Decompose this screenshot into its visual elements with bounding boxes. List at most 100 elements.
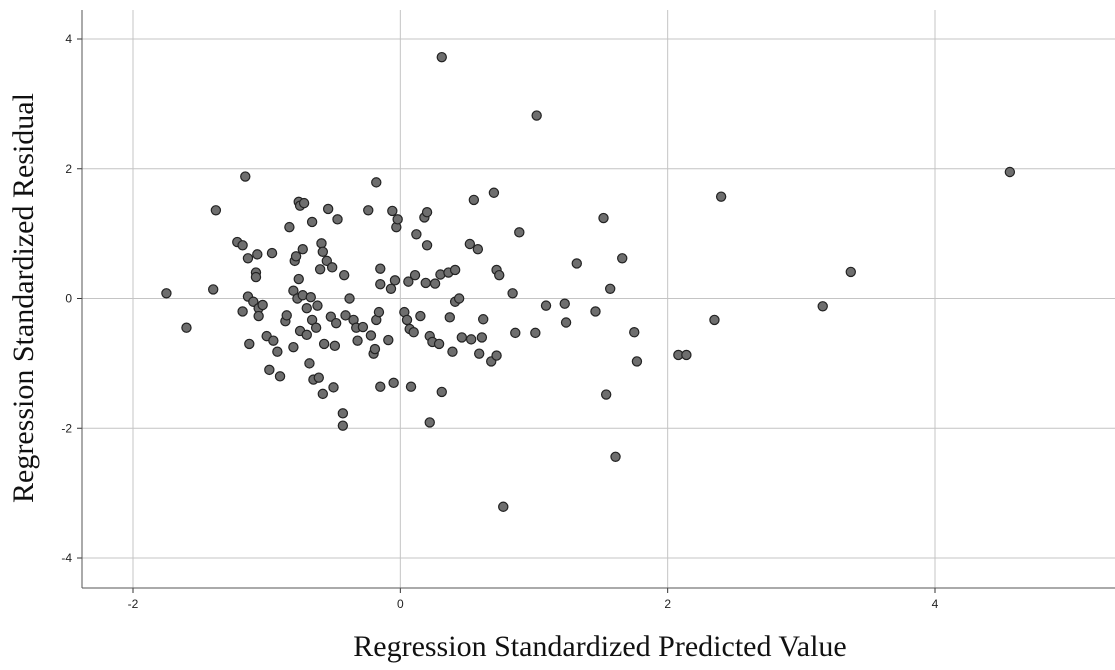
data-point <box>313 372 324 383</box>
data-point <box>297 243 308 255</box>
data-point <box>318 338 330 350</box>
data-point <box>326 262 338 273</box>
y-axis-title: Regression Standardized Residual <box>7 93 40 503</box>
data-point <box>510 327 521 339</box>
data-point <box>453 293 465 304</box>
data-point <box>600 389 612 400</box>
data-point <box>421 207 433 218</box>
data-point <box>598 212 609 224</box>
data-point <box>181 322 192 333</box>
data-point <box>337 420 349 431</box>
data-point <box>210 205 222 216</box>
data-point <box>405 381 417 392</box>
x-tick-label: 4 <box>932 597 939 611</box>
data-point <box>373 306 385 318</box>
gridlines <box>82 10 1115 588</box>
data-point <box>298 197 310 209</box>
data-point <box>305 292 316 303</box>
data-point <box>306 216 318 228</box>
data-point <box>559 298 570 309</box>
data-point <box>709 314 720 326</box>
data-point <box>468 194 480 206</box>
data-point <box>514 227 525 238</box>
data-point <box>494 269 505 281</box>
data-point <box>250 271 262 283</box>
data-point <box>498 501 509 512</box>
data-point <box>329 340 341 352</box>
data-point <box>288 341 299 353</box>
data-point <box>237 240 248 251</box>
data-point <box>715 191 727 202</box>
x-tick-label: 0 <box>397 597 404 611</box>
data-point <box>465 334 477 345</box>
data-point <box>409 269 421 281</box>
data-points <box>161 51 1016 512</box>
data-point <box>491 350 502 361</box>
data-point <box>436 51 447 63</box>
data-point <box>817 301 828 312</box>
data-point <box>385 283 397 294</box>
data-point <box>617 253 628 264</box>
data-point <box>629 327 640 338</box>
data-point <box>429 278 441 289</box>
data-point <box>352 335 363 346</box>
data-point <box>604 283 616 294</box>
data-point <box>338 269 350 281</box>
data-point <box>387 205 398 217</box>
data-point <box>161 288 172 299</box>
data-point <box>312 300 323 311</box>
data-point <box>478 314 489 325</box>
data-point <box>420 277 431 289</box>
data-point <box>383 334 394 346</box>
data-point <box>845 266 856 278</box>
data-point <box>571 258 582 269</box>
data-point <box>408 327 419 338</box>
data-point <box>610 451 621 462</box>
data-point <box>375 279 386 290</box>
data-point <box>363 205 374 216</box>
data-point <box>560 317 572 328</box>
data-point <box>456 332 468 343</box>
data-point <box>240 171 251 182</box>
y-tick-label: 2 <box>65 162 72 176</box>
data-point <box>421 240 433 251</box>
data-point <box>392 214 403 225</box>
data-point <box>344 293 355 304</box>
x-tick-label: 2 <box>664 597 671 611</box>
x-axis-title: Regression Standardized Predicted Value <box>353 630 846 663</box>
data-point <box>444 312 455 323</box>
data-point <box>375 263 386 274</box>
data-point <box>293 273 304 285</box>
data-point <box>389 275 401 286</box>
data-point <box>301 303 312 314</box>
data-point <box>328 382 339 393</box>
data-point <box>244 338 255 350</box>
data-point <box>242 253 254 264</box>
y-tick-label: 0 <box>65 292 72 306</box>
data-point <box>332 214 343 225</box>
data-point <box>272 346 283 357</box>
data-point <box>257 299 268 311</box>
data-point <box>322 203 334 215</box>
data-point <box>314 264 326 275</box>
data-point <box>449 264 461 276</box>
data-point <box>290 251 302 262</box>
data-point <box>447 346 458 357</box>
data-point <box>473 348 485 359</box>
data-point <box>415 310 426 322</box>
data-point <box>681 349 692 361</box>
data-point <box>411 229 422 240</box>
data-point <box>375 381 386 392</box>
data-point <box>266 247 278 259</box>
data-point <box>472 243 484 255</box>
data-point <box>284 221 295 233</box>
data-point <box>388 377 399 389</box>
data-point <box>340 310 351 321</box>
data-point <box>365 330 377 341</box>
data-point <box>274 371 286 382</box>
data-point <box>424 417 435 428</box>
y-tick-label: -4 <box>61 551 72 565</box>
data-point <box>264 364 275 376</box>
